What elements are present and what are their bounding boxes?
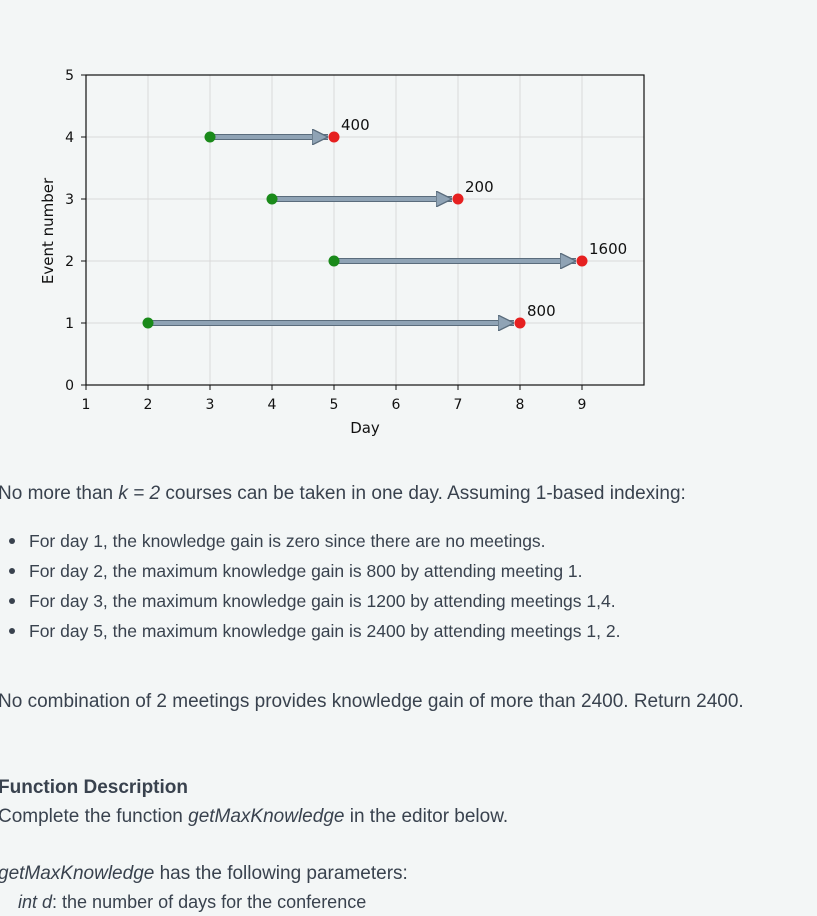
p5-var-name: int d <box>18 892 53 912</box>
list-item: For day 3, the maximum knowledge gain is… <box>8 586 620 616</box>
list-item: For day 2, the maximum knowledge gain is… <box>8 556 620 586</box>
y-tick-label: 0 <box>65 378 74 394</box>
event-end-point <box>576 255 588 267</box>
event-value-label: 800 <box>527 302 556 320</box>
y-tick-label: 5 <box>65 68 74 84</box>
parameters-intro: getMaxKnowledge has the following parame… <box>0 860 813 888</box>
example-paragraph: No more than k = 2 courses can be taken … <box>0 480 813 508</box>
list-item: For day 5, the maximum knowledge gain is… <box>8 616 620 646</box>
x-tick-label: 4 <box>268 397 277 413</box>
function-instruction: Complete the function getMaxKnowledge in… <box>0 803 813 831</box>
parameter-d: int d: the number of days for the confer… <box>18 888 817 916</box>
explanation-list: For day 1, the knowledge gain is zero si… <box>0 526 620 646</box>
p4-text-end: has the following parameters: <box>154 863 408 884</box>
x-tick-label: 3 <box>206 397 215 413</box>
conclusion-paragraph: No combination of 2 meetings provides kn… <box>0 691 744 712</box>
y-tick-label: 4 <box>65 130 74 146</box>
plot-frame <box>85 74 645 386</box>
event-value-label: 1600 <box>589 240 627 258</box>
event-start-point <box>204 131 216 143</box>
x-tick-label: 5 <box>330 397 339 413</box>
p3-function-name: getMaxKnowledge <box>188 806 345 827</box>
x-tick-label: 2 <box>144 397 153 413</box>
event-value-label: 200 <box>465 178 494 196</box>
function-description-heading: Function Description <box>0 777 188 798</box>
event-end-point <box>328 131 340 143</box>
p3-text-end: in the editor below. <box>344 806 509 827</box>
p4-function-name: getMaxKnowledge <box>0 863 155 884</box>
event-value-label: 400 <box>341 116 370 134</box>
event-end-point <box>514 317 526 329</box>
p5-text-end: : the number of days for the conference <box>52 892 367 912</box>
p1-text-start: No more than <box>0 483 119 504</box>
x-tick-label: 9 <box>578 397 587 413</box>
event-start-point <box>328 255 340 267</box>
x-tick-label: 8 <box>516 397 525 413</box>
x-tick-label: 1 <box>82 397 91 413</box>
y-tick-label: 1 <box>65 316 74 332</box>
p3-text-start: Complete the function <box>0 806 189 827</box>
event-marks: 800 1600 200 400 <box>142 116 627 329</box>
event-end-point <box>452 193 464 205</box>
y-tick-label: 3 <box>65 192 74 208</box>
x-tick-label: 6 <box>392 397 401 413</box>
event-start-point <box>142 317 154 329</box>
x-axis-label: Day <box>350 419 380 437</box>
list-item: For day 1, the knowledge gain is zero si… <box>8 526 620 556</box>
y-axis-label: Event number <box>39 177 57 284</box>
y-tick-label: 2 <box>65 254 74 270</box>
x-tick-label: 7 <box>454 397 463 413</box>
p1-k-value: k = 2 <box>118 483 161 504</box>
event-start-point <box>266 193 278 205</box>
p1-text-end: courses can be taken in one day. Assumin… <box>160 483 686 504</box>
